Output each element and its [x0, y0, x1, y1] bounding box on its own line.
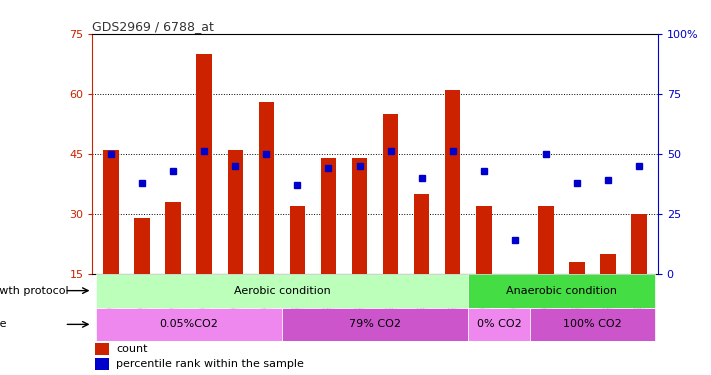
Bar: [469, 308, 530, 341]
Text: growth protocol: growth protocol: [0, 286, 68, 296]
Bar: [196, 54, 212, 274]
Bar: [631, 214, 647, 274]
Text: percentile rank within the sample: percentile rank within the sample: [116, 359, 304, 369]
Bar: [600, 254, 616, 274]
Text: dose: dose: [0, 320, 7, 329]
Bar: [134, 218, 150, 274]
Text: Aerobic condition: Aerobic condition: [233, 286, 330, 296]
Bar: [95, 274, 469, 308]
Bar: [538, 206, 554, 274]
Bar: [507, 274, 523, 278]
Bar: [228, 150, 243, 274]
Bar: [166, 202, 181, 274]
Bar: [103, 150, 119, 274]
Text: count: count: [116, 344, 148, 354]
Bar: [321, 158, 336, 274]
Bar: [259, 102, 274, 274]
Text: 0% CO2: 0% CO2: [477, 320, 522, 329]
Bar: [352, 158, 368, 274]
Bar: [414, 194, 429, 274]
Bar: [383, 114, 398, 274]
Text: Anaerobic condition: Anaerobic condition: [506, 286, 617, 296]
Text: 79% CO2: 79% CO2: [349, 320, 401, 329]
Text: 100% CO2: 100% CO2: [563, 320, 622, 329]
Text: 0.05%CO2: 0.05%CO2: [159, 320, 218, 329]
Bar: [570, 262, 584, 274]
Bar: [95, 308, 282, 341]
Bar: [289, 206, 305, 274]
Bar: [95, 358, 109, 370]
Bar: [95, 343, 109, 355]
Bar: [530, 308, 655, 341]
Bar: [282, 308, 469, 341]
Text: GDS2969 / 6788_at: GDS2969 / 6788_at: [92, 20, 214, 33]
Bar: [476, 206, 491, 274]
Bar: [469, 274, 655, 308]
Bar: [445, 90, 461, 274]
